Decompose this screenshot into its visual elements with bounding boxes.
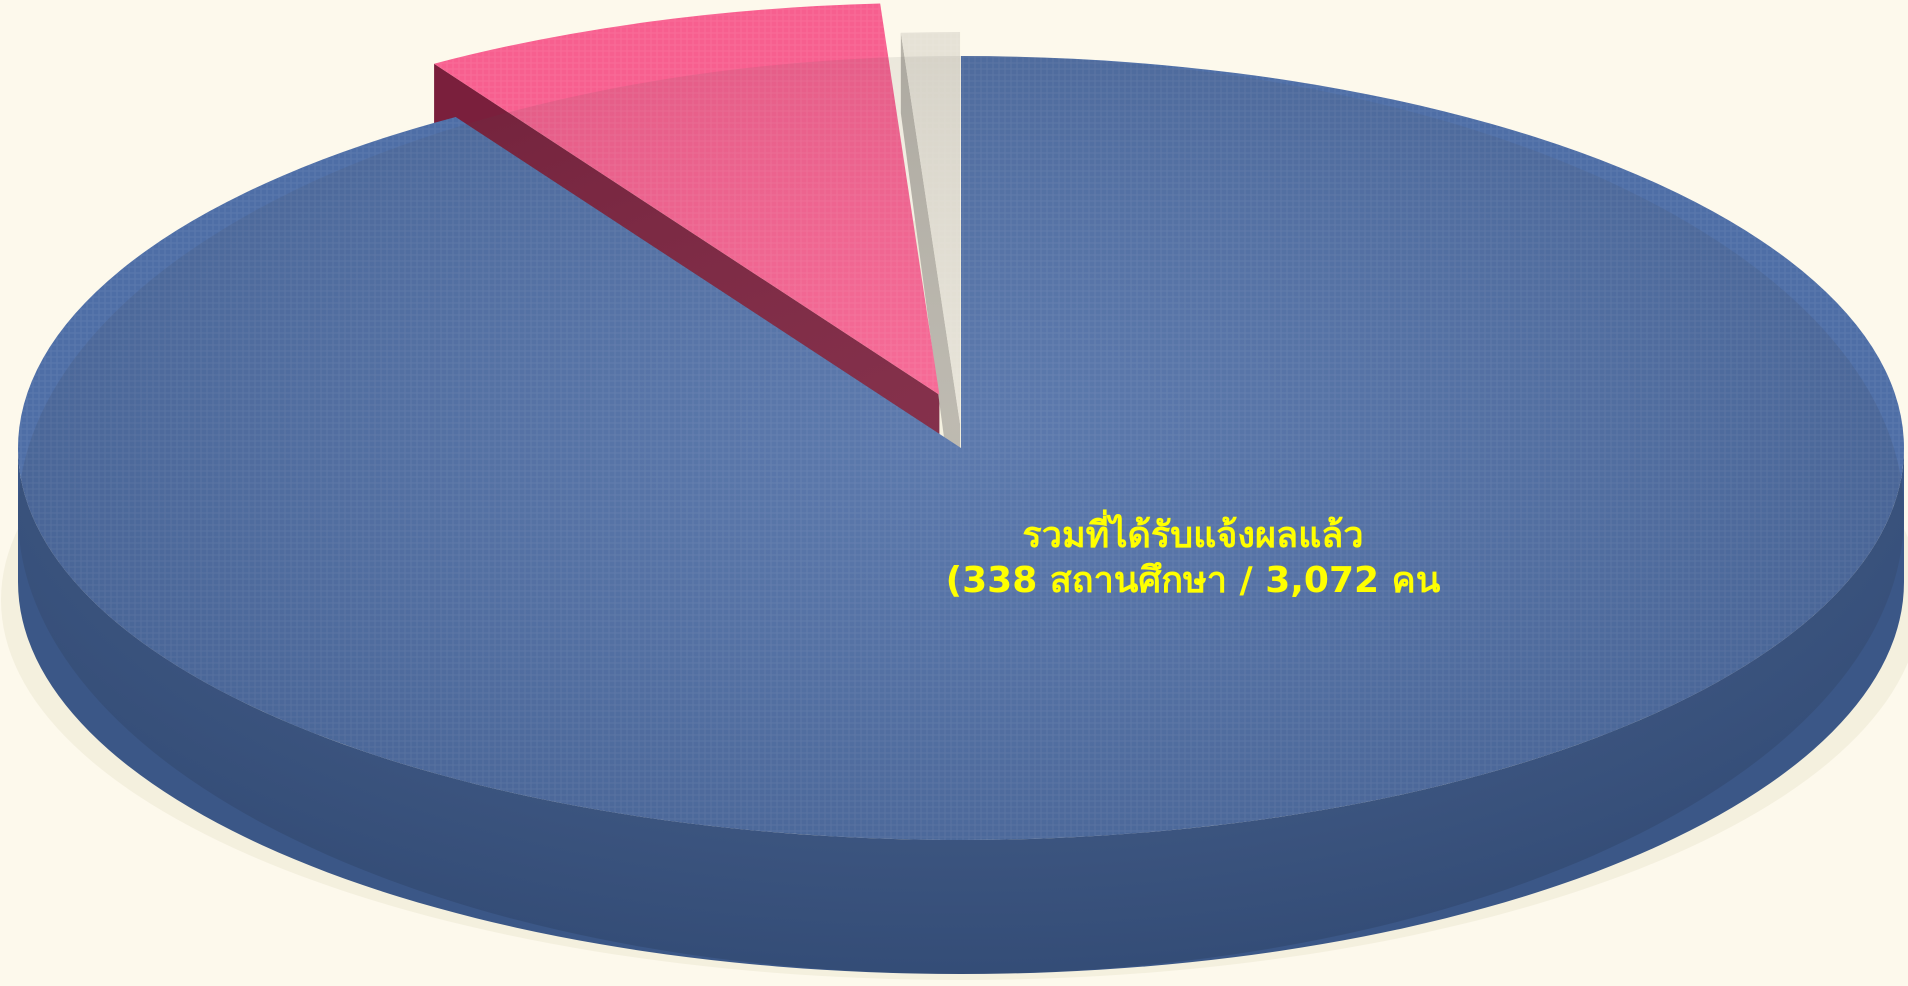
slice-texture <box>17 56 1905 840</box>
pie <box>17 3 1905 974</box>
slice-label: รวมที่ได้รับแจ้งผลแล้ว <box>1022 509 1363 556</box>
slice-annotation: (338 สถานศึกษา / 3,072 คน <box>946 560 1441 601</box>
